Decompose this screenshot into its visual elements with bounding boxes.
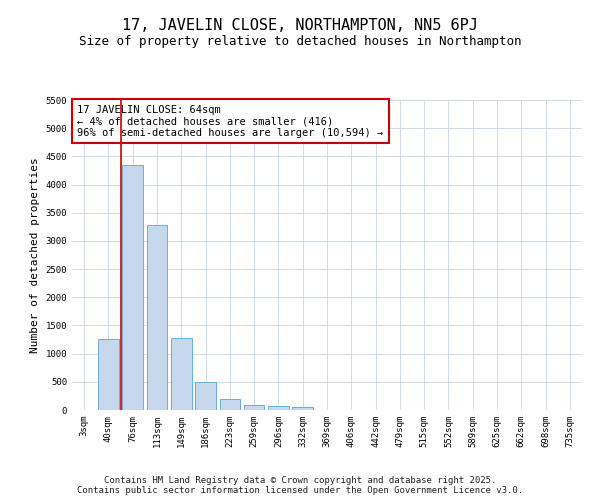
Bar <box>292 408 313 410</box>
Bar <box>195 382 216 410</box>
Text: Contains HM Land Registry data © Crown copyright and database right 2025.
Contai: Contains HM Land Registry data © Crown c… <box>77 476 523 495</box>
Bar <box>268 406 289 410</box>
Bar <box>171 338 191 410</box>
Text: 17, JAVELIN CLOSE, NORTHAMPTON, NN5 6PJ: 17, JAVELIN CLOSE, NORTHAMPTON, NN5 6PJ <box>122 18 478 32</box>
Bar <box>244 405 265 410</box>
Y-axis label: Number of detached properties: Number of detached properties <box>30 157 40 353</box>
Bar <box>220 398 240 410</box>
Bar <box>146 224 167 410</box>
Bar <box>98 339 119 410</box>
Text: 17 JAVELIN CLOSE: 64sqm
← 4% of detached houses are smaller (416)
96% of semi-de: 17 JAVELIN CLOSE: 64sqm ← 4% of detached… <box>77 104 383 138</box>
Text: Size of property relative to detached houses in Northampton: Size of property relative to detached ho… <box>79 35 521 48</box>
Bar <box>122 165 143 410</box>
